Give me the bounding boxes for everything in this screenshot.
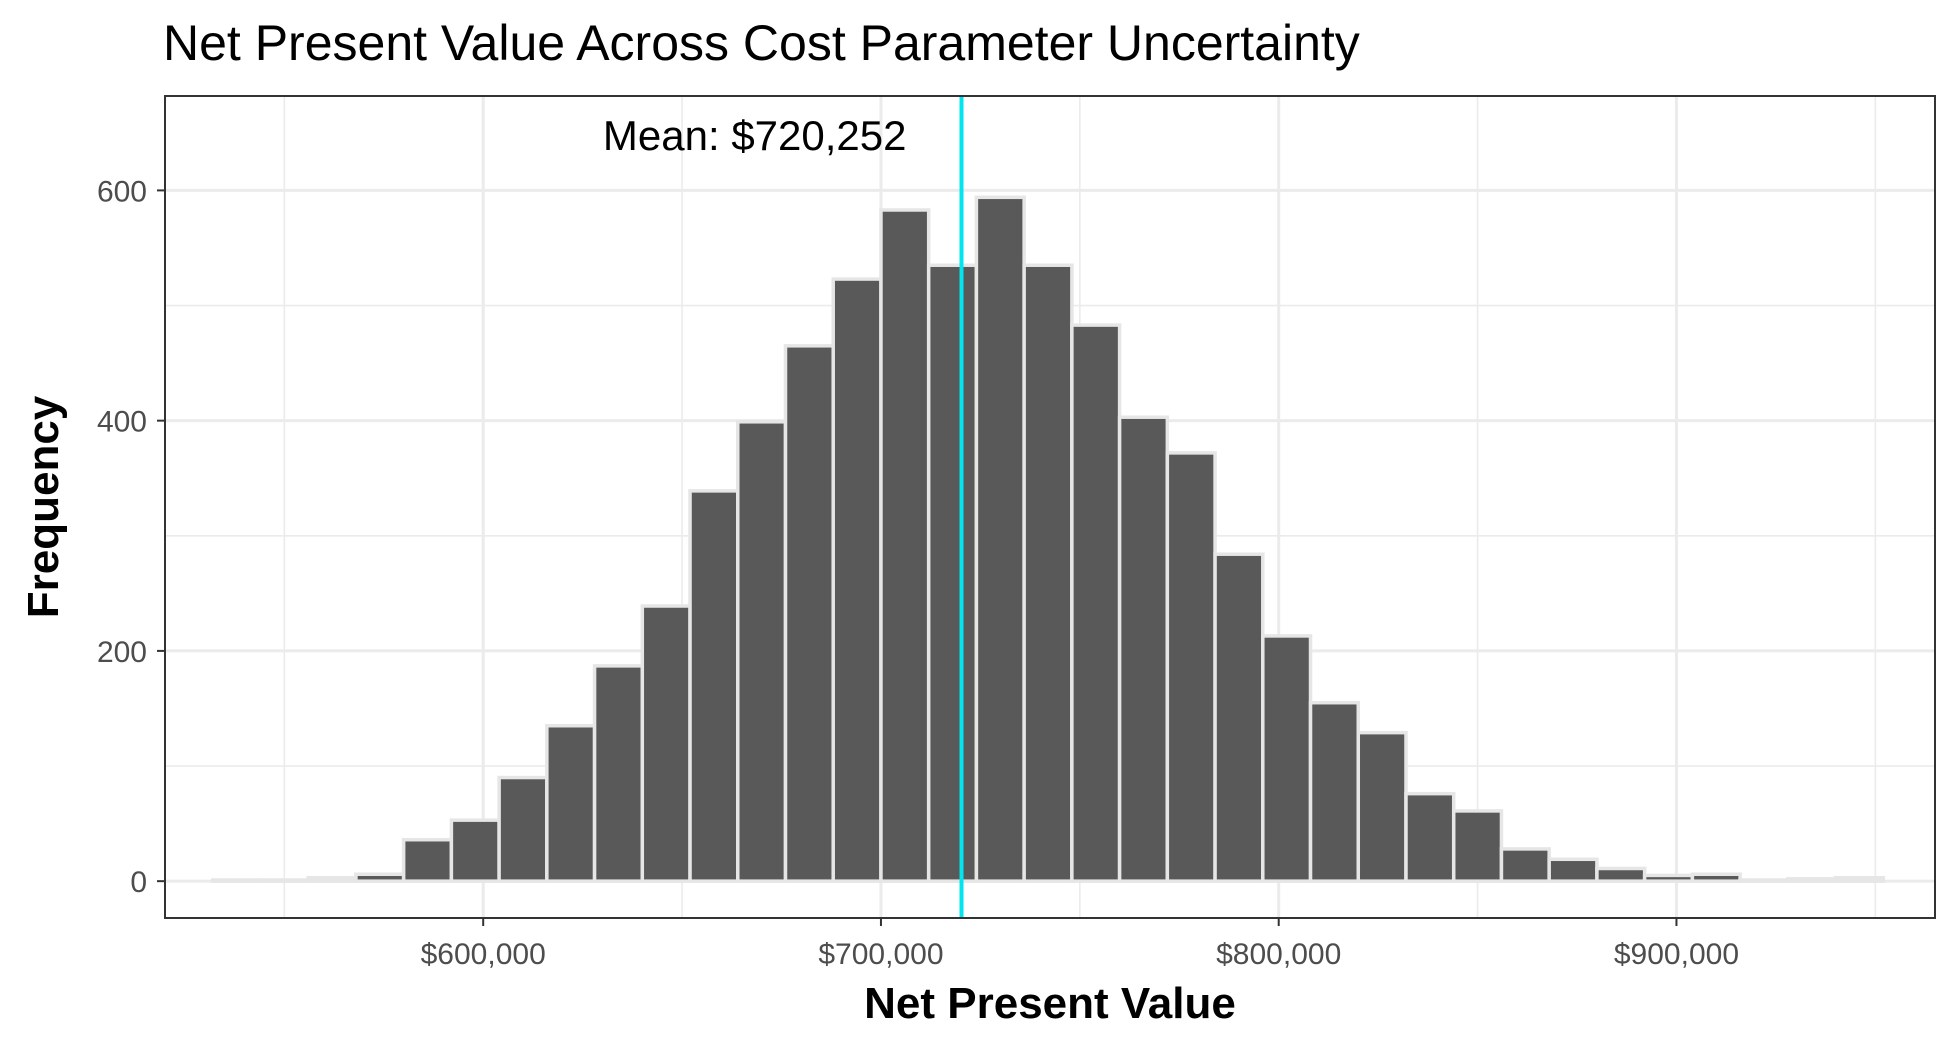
- histogram-bar: [1642, 873, 1695, 883]
- histogram-bar: [545, 723, 597, 883]
- histogram-bar: [736, 420, 788, 883]
- histogram-bar: [258, 878, 310, 883]
- histogram-bar: [926, 263, 979, 883]
- histogram-bar: [831, 277, 883, 883]
- x-tick-label: $900,000: [1614, 938, 1739, 971]
- histogram-bar: [1022, 263, 1074, 883]
- histogram-bar: [783, 344, 835, 883]
- y-axis-title: Frequency: [19, 395, 68, 618]
- histogram-bar: [449, 818, 501, 883]
- histogram-bar: [306, 875, 358, 883]
- histogram-bar: [1595, 866, 1647, 883]
- histogram-bar: [1833, 875, 1886, 883]
- histogram-bar: [1786, 877, 1838, 883]
- histogram-bar: [1499, 847, 1551, 883]
- histogram-bar: [1690, 872, 1742, 883]
- histogram-bar: [1404, 791, 1456, 883]
- y-tick-label: 400: [97, 406, 147, 439]
- x-tick-label: $800,000: [1216, 938, 1341, 971]
- histogram-bar: [354, 872, 406, 883]
- x-tick-label: $600,000: [421, 938, 546, 971]
- mean-label: Mean: $720,252: [603, 112, 907, 159]
- x-axis-ticks: $600,000 $700,000 $800,000 $900,000: [421, 918, 1739, 971]
- histogram-bar: [1738, 878, 1790, 883]
- histogram-bar: [401, 837, 454, 883]
- y-axis-ticks: 0 200 400 600: [97, 175, 165, 899]
- histogram-bar: [688, 489, 740, 883]
- histogram-bar: [1117, 415, 1170, 883]
- y-tick-label: 0: [130, 866, 147, 899]
- histogram-bar: [640, 604, 692, 883]
- histogram-bar: [1165, 451, 1217, 883]
- histogram-bar: [210, 878, 263, 883]
- histogram-bars: [210, 195, 1886, 883]
- y-tick-label: 200: [97, 636, 147, 669]
- x-axis-title: Net Present Value: [864, 979, 1236, 1028]
- x-tick-label: $700,000: [818, 938, 943, 971]
- histogram-bar: [1213, 552, 1265, 883]
- histogram-bar: [879, 208, 931, 883]
- histogram-bar: [592, 664, 645, 883]
- histogram-bar: [1308, 700, 1361, 883]
- histogram-bar: [1356, 730, 1408, 883]
- histogram-bar: [1261, 634, 1313, 883]
- histogram-bar: [974, 195, 1026, 883]
- histogram-bar: [1070, 323, 1122, 883]
- chart-title: Net Present Value Across Cost Parameter …: [163, 15, 1360, 71]
- y-tick-label: 600: [97, 175, 147, 208]
- mean-marker: Mean: $720,252: [603, 96, 964, 918]
- histogram-bar: [1547, 857, 1599, 883]
- plot-panel-border: [164, 95, 1936, 919]
- histogram-bar: [497, 775, 549, 883]
- histogram-bar: [1451, 809, 1504, 883]
